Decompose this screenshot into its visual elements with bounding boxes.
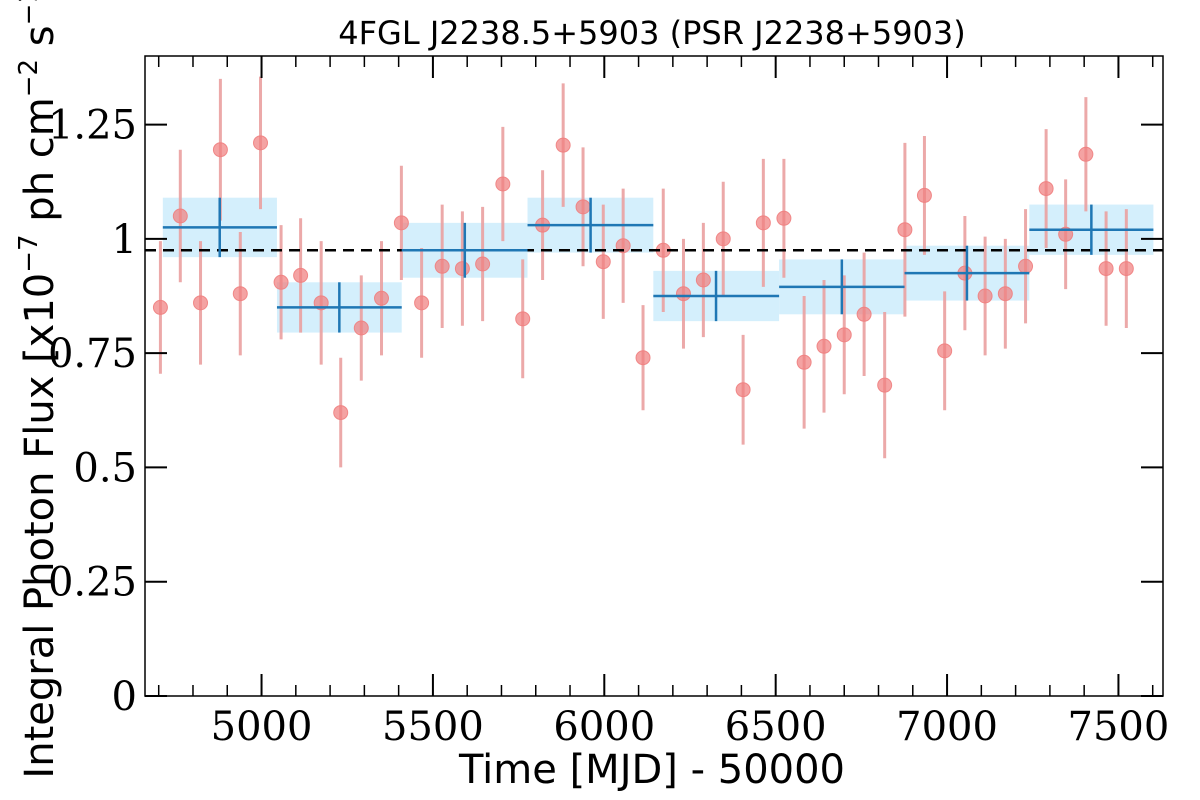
data-point: [1038, 181, 1054, 197]
data-point: [172, 208, 188, 224]
y-tick-label: 1: [112, 217, 137, 263]
data-point: [595, 254, 611, 270]
data-point: [755, 215, 771, 231]
data-point: [856, 306, 872, 322]
data-point: [877, 377, 893, 393]
data-point: [393, 215, 409, 231]
y-axis-label-main: Integral Photon Flux [x10: [17, 273, 63, 779]
y-axis-label-exp2: −2: [14, 59, 44, 97]
y-tick-label: 0: [112, 674, 137, 720]
y-tick-labels: 0 0.25 0.5 0.75 1 1.25: [48, 103, 137, 720]
binned-flux-markers: [162, 197, 1154, 333]
x-axis-label: Time [MJD] - 50000: [458, 747, 845, 793]
data-point: [414, 295, 430, 311]
y-axis-label-exp1: −7: [14, 234, 44, 272]
x-tick-label: 6000: [553, 704, 655, 750]
y-axis-label-mid: ph cm: [17, 97, 63, 234]
data-point: [515, 311, 531, 327]
y-axis-label-s: s: [17, 25, 63, 59]
x-tick-label: 5500: [382, 704, 484, 750]
data-point: [333, 405, 349, 421]
data-point: [1078, 146, 1094, 162]
x-tick-label: 6500: [725, 704, 827, 750]
data-point: [997, 286, 1013, 302]
axis-ticks: [145, 56, 1163, 697]
data-point: [937, 343, 953, 359]
data-point: [1018, 258, 1034, 274]
data-point: [353, 320, 369, 336]
data-point: [796, 354, 812, 370]
data-point: [836, 327, 852, 343]
data-point: [916, 187, 932, 203]
y-axis-label-exp3: −1: [14, 0, 44, 25]
data-point: [695, 272, 711, 288]
y-tick-label: 0.25: [48, 560, 137, 606]
data-point: [232, 286, 248, 302]
data-point: [635, 350, 651, 366]
x-tick-label: 7500: [1068, 704, 1170, 750]
data-point: [1118, 261, 1134, 277]
data-point: [715, 231, 731, 247]
data-point: [735, 382, 751, 398]
y-tick-label: 0.75: [48, 331, 137, 377]
data-point: [495, 176, 511, 192]
data-point: [193, 295, 209, 311]
data-point: [152, 299, 168, 315]
data-point: [1098, 261, 1114, 277]
y-tick-label: 0.5: [73, 445, 137, 491]
data-point: [293, 267, 309, 283]
chart-title: 4FGL J2238.5+5903 (PSR J2238+5903): [338, 14, 966, 52]
y-tick-label: 1.25: [48, 103, 137, 149]
data-point: [475, 256, 491, 272]
x-tick-labels: 5000 5500 6000 6500 7000 7500: [211, 704, 1170, 750]
data-point: [555, 137, 571, 153]
x-tick-label: 7000: [896, 704, 998, 750]
y-axis-label: Integral Photon Flux [x10−7 ph cm−2 s−1]: [14, 0, 63, 779]
data-point: [212, 142, 228, 158]
data-point: [273, 274, 289, 290]
data-point: [675, 286, 691, 302]
data-point: [374, 290, 390, 306]
data-point: [253, 135, 269, 151]
data-point: [977, 288, 993, 304]
data-point: [776, 210, 792, 226]
plot-frame: [144, 55, 1164, 697]
data-point: [575, 199, 591, 215]
data-point: [897, 222, 913, 238]
data-point: [434, 258, 450, 274]
x-tick-label: 5000: [211, 704, 313, 750]
data-point: [816, 338, 832, 354]
data-point: [454, 261, 470, 277]
